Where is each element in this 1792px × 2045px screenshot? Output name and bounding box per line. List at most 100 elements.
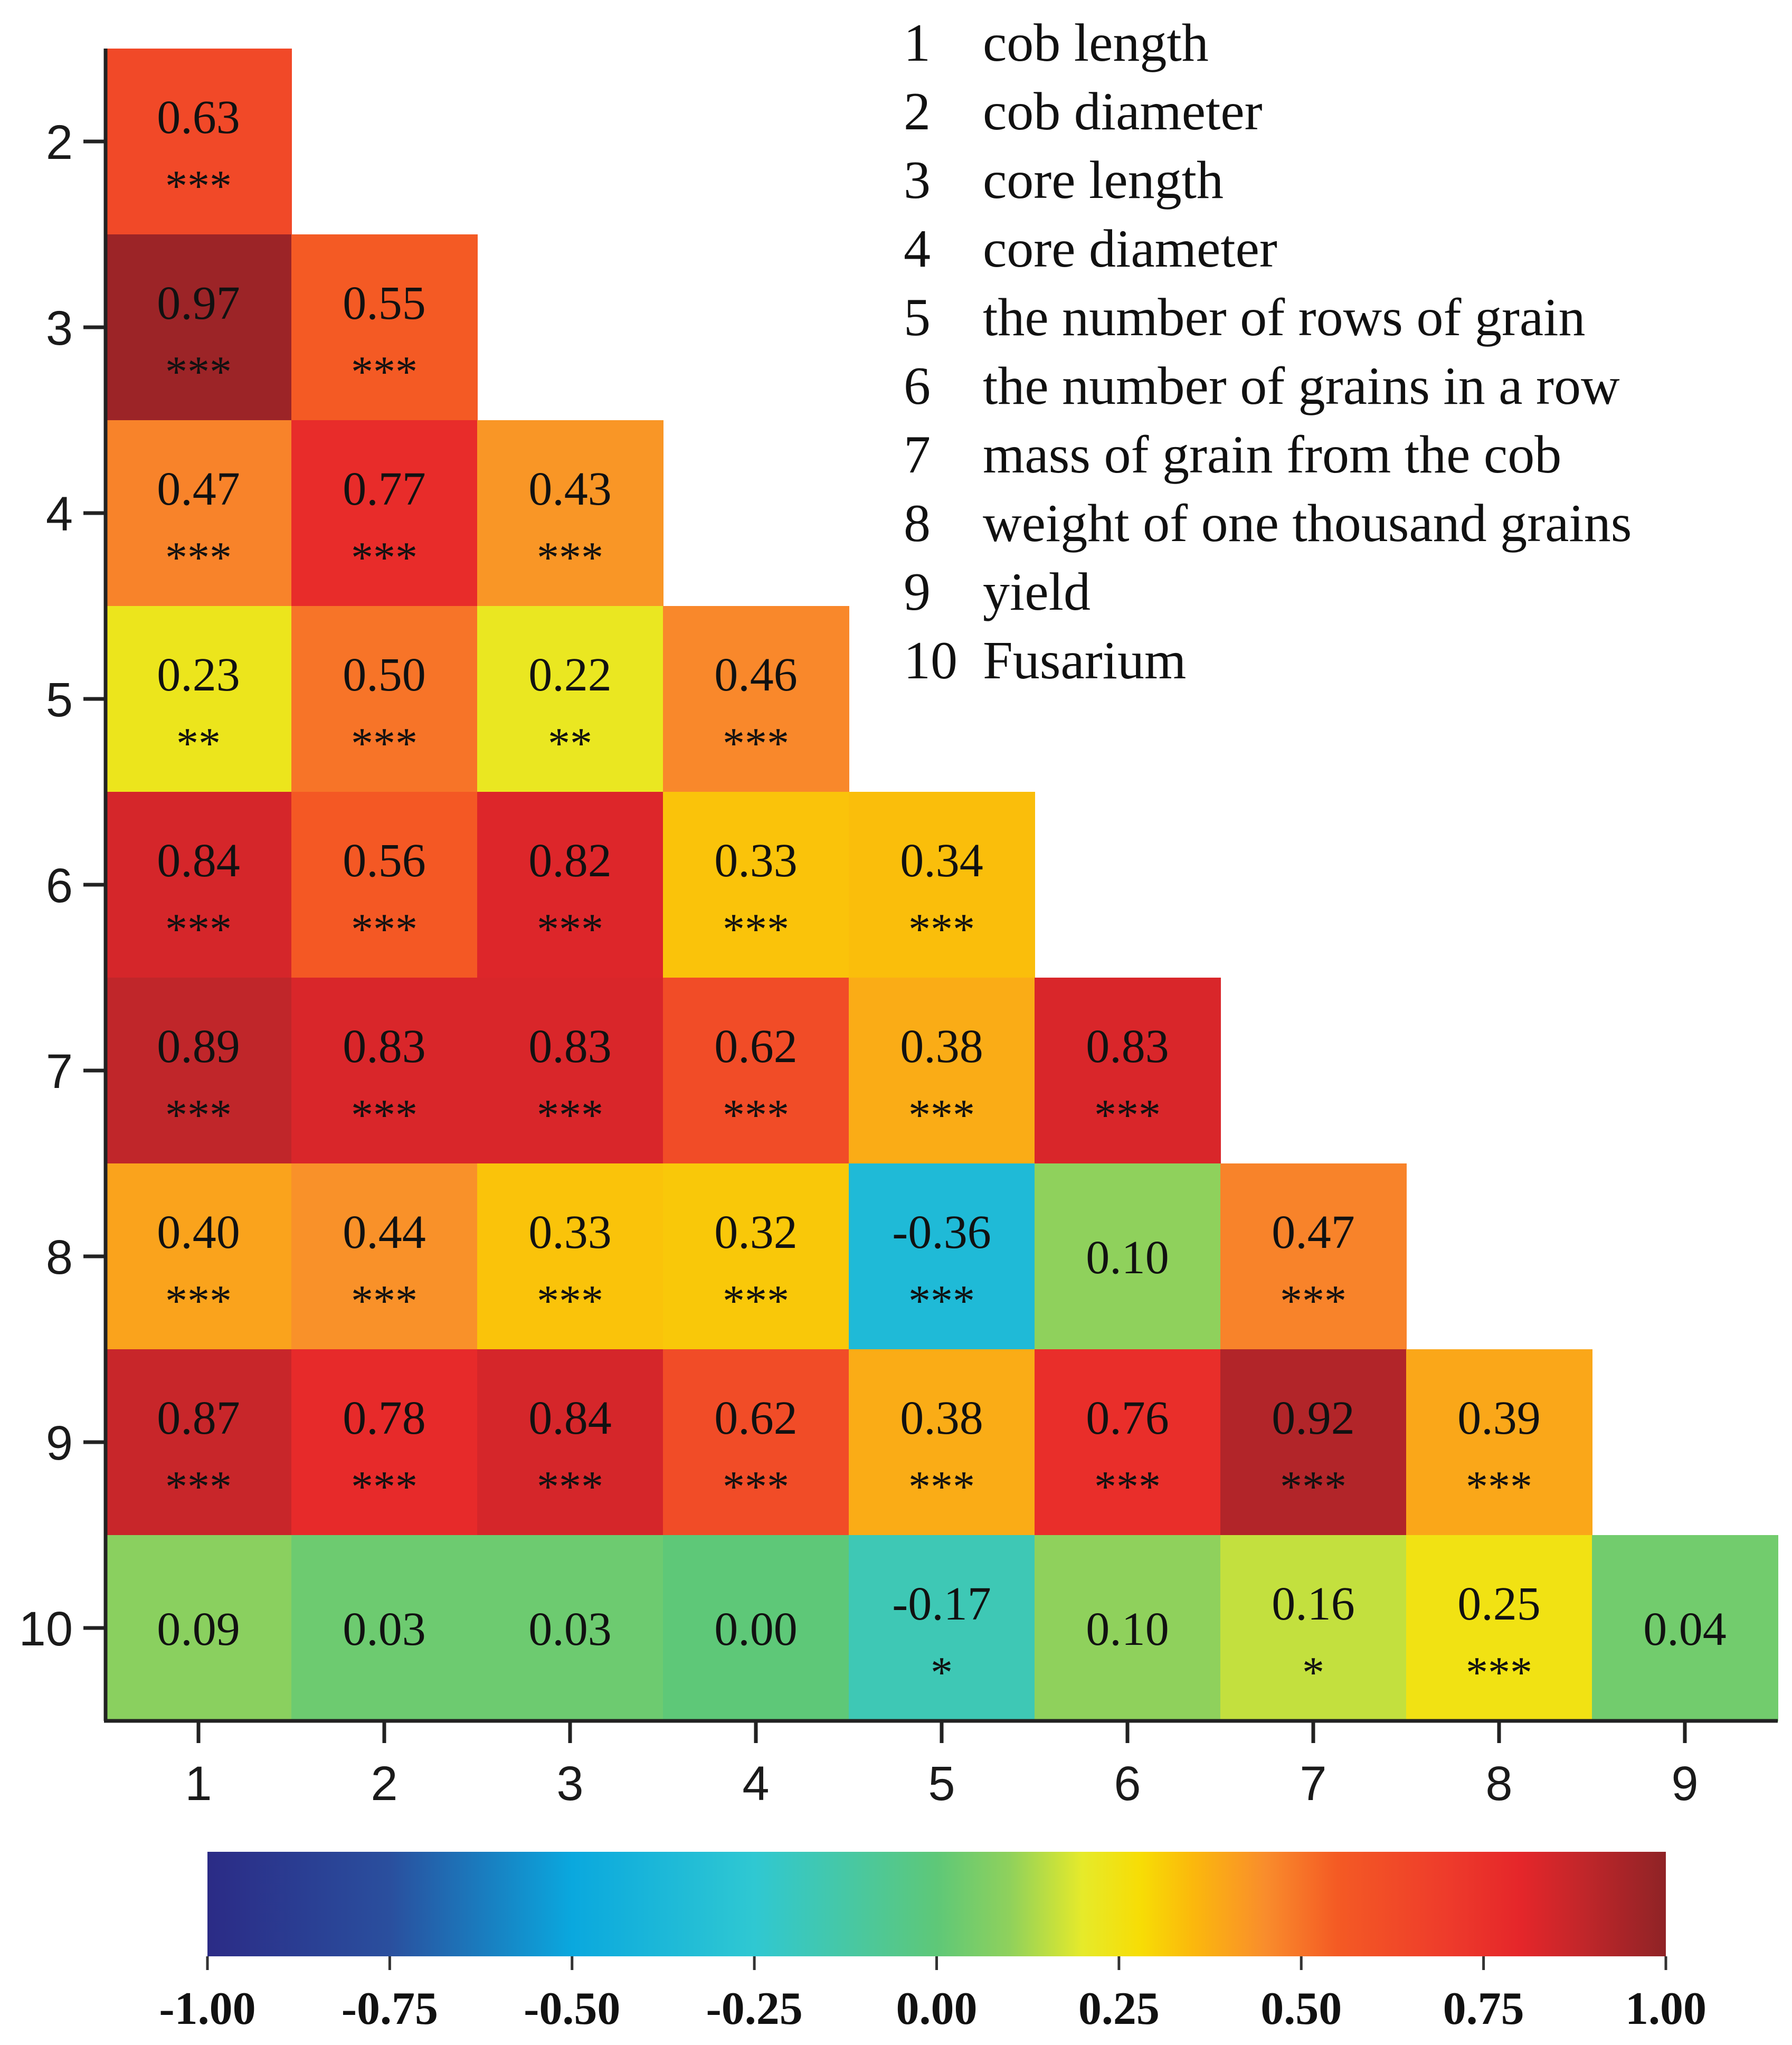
cell-significance: *** xyxy=(908,1462,975,1511)
y-tick-label: 10 xyxy=(19,1602,73,1656)
heatmap-cell: 0.00 xyxy=(663,1535,849,1721)
cell-significance: *** xyxy=(165,347,232,396)
colorbar-tick-label: 0.25 xyxy=(1078,1983,1160,2034)
cell-value: 0.89 xyxy=(157,1020,240,1073)
heatmap-cell: 0.78 *** xyxy=(291,1349,478,1536)
heatmap-cell-rect xyxy=(291,978,478,1164)
cell-value: 0.84 xyxy=(157,835,240,887)
heatmap-cell: 0.76 *** xyxy=(1035,1349,1221,1536)
x-tick-label: 8 xyxy=(1485,1757,1512,1811)
cell-value: 0.38 xyxy=(900,1020,983,1073)
heatmap-cell-rect xyxy=(291,234,478,421)
heatmap-cell-rect xyxy=(477,420,663,607)
heatmap-cell: -0.36 *** xyxy=(849,1163,1035,1350)
cell-value: 0.34 xyxy=(900,835,983,887)
cell-value: 0.83 xyxy=(343,1020,426,1073)
y-tick-label: 3 xyxy=(46,301,73,355)
heatmap-cell-rect xyxy=(291,420,478,607)
cell-significance: *** xyxy=(537,1276,603,1326)
cell-significance: *** xyxy=(351,533,418,582)
cell-value: 0.83 xyxy=(528,1020,612,1073)
heatmap-cell-rect xyxy=(849,792,1035,978)
heatmap-cell-rect xyxy=(1220,1535,1407,1721)
heatmap-cell: 0.47 *** xyxy=(106,420,292,607)
heatmap-cell: 0.55 *** xyxy=(291,234,478,421)
cell-significance: *** xyxy=(165,1276,232,1326)
heatmap-cell: 0.33 *** xyxy=(663,792,849,978)
heatmap-cell: 0.62 *** xyxy=(663,1349,849,1536)
legend-item-number: 10 xyxy=(904,631,957,690)
cell-significance: *** xyxy=(1280,1276,1347,1326)
heatmap-cell-rect xyxy=(477,792,663,978)
cell-significance: *** xyxy=(908,1276,975,1326)
heatmap-cell-rect xyxy=(663,1535,849,1721)
legend-item-label: weight of one thousand grains xyxy=(983,494,1632,553)
heatmap-cell-rect xyxy=(106,49,292,235)
heatmap-cell: 0.63 *** xyxy=(106,49,292,235)
colorbar-tick-label: -0.25 xyxy=(706,1983,802,2034)
legend-item-label: cob diameter xyxy=(983,82,1263,141)
cell-significance: *** xyxy=(537,905,603,954)
heatmap-cell-rect xyxy=(1035,978,1221,1164)
colorbar: -1.00 -0.75 -0.50 -0.25 0.00 0.25 0.50 0.75 1.00 xyxy=(159,1852,1706,2034)
colorbar-tick-label: -0.50 xyxy=(524,1983,620,2034)
y-tick-label: 4 xyxy=(46,487,73,541)
heatmap-cell-rect xyxy=(663,792,849,978)
heatmap-cell-rect xyxy=(106,234,292,421)
cell-value: 0.78 xyxy=(343,1392,426,1444)
legend-item: 6 the number of grains in a row xyxy=(904,356,1620,416)
cell-significance: *** xyxy=(723,1276,789,1326)
colorbar-gradient xyxy=(207,1852,1666,1956)
cell-significance: ** xyxy=(176,719,221,768)
heatmap-cell: 0.62 *** xyxy=(663,978,849,1164)
heatmap-cell: 0.83 *** xyxy=(291,978,478,1164)
cell-value: 0.40 xyxy=(157,1206,240,1258)
cell-significance: *** xyxy=(537,533,603,582)
cell-significance: *** xyxy=(351,905,418,954)
heatmap-cell-rect xyxy=(106,1349,292,1536)
heatmap-cells: 0.63***0.97***0.55***0.47***0.77***0.43*… xyxy=(106,49,1778,1721)
legend-item-number: 7 xyxy=(904,425,931,485)
y-tick-label: 5 xyxy=(46,673,73,727)
heatmap-cell: 0.89 *** xyxy=(106,978,292,1164)
heatmap-cell: 0.23 ** xyxy=(106,606,292,792)
legend-item: 4 core diameter xyxy=(904,219,1277,279)
cell-value: 0.10 xyxy=(1086,1232,1169,1284)
cell-value: -0.17 xyxy=(892,1578,991,1630)
heatmap-cell: 0.77 *** xyxy=(291,420,478,607)
heatmap-cell: 0.38 *** xyxy=(849,1349,1035,1536)
y-tick-label: 7 xyxy=(46,1045,73,1099)
x-tick-label: 6 xyxy=(1114,1757,1141,1811)
legend-item-number: 2 xyxy=(904,82,931,141)
heatmap-cell: 0.44 *** xyxy=(291,1163,478,1350)
heatmap-cell-rect xyxy=(291,792,478,978)
cell-value: 0.10 xyxy=(1086,1603,1169,1655)
variable-legend: 1 cob length 2 cob diameter 3 core length 4 cor… xyxy=(904,13,1632,690)
legend-item-number: 5 xyxy=(904,288,931,347)
heatmap-cell-rect xyxy=(1406,1535,1592,1721)
cell-significance: *** xyxy=(1280,1462,1347,1511)
legend-item-label: cob length xyxy=(983,13,1209,73)
heatmap-cell-rect xyxy=(1035,1349,1221,1536)
heatmap-cell: 0.16 * xyxy=(1220,1535,1407,1721)
heatmap-cell-rect xyxy=(1220,1349,1407,1536)
cell-significance: ** xyxy=(548,719,592,768)
legend-item-number: 8 xyxy=(904,494,931,553)
cell-value: 0.47 xyxy=(1272,1206,1355,1258)
heatmap-cell-rect xyxy=(106,792,292,978)
heatmap-cell: 0.97 *** xyxy=(106,234,292,421)
heatmap-cell-rect xyxy=(1035,1163,1221,1350)
heatmap-cell-rect xyxy=(477,1535,663,1721)
colorbar-tick-label: -1.00 xyxy=(159,1983,255,2034)
heatmap-cell: 0.56 *** xyxy=(291,792,478,978)
cell-significance: *** xyxy=(165,1462,232,1511)
heatmap-cell-rect xyxy=(1592,1535,1778,1721)
x-tick-label: 1 xyxy=(185,1757,212,1811)
cell-value: 0.77 xyxy=(343,463,426,515)
heatmap-cell-rect xyxy=(663,1163,849,1350)
legend-item: 5 the number of rows of grain xyxy=(904,288,1586,347)
heatmap-cell-rect xyxy=(477,1163,663,1350)
heatmap-cell: 0.09 xyxy=(106,1535,292,1721)
cell-significance: *** xyxy=(1466,1462,1532,1511)
cell-significance: *** xyxy=(351,719,418,768)
